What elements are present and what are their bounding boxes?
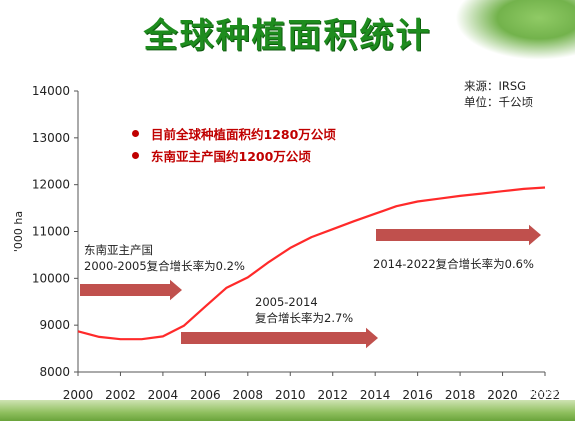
series-line <box>77 186 546 341</box>
annotation-mid: 2005-2014 复合增长率为2.7% <box>255 294 353 326</box>
bullet-dot-icon <box>132 151 139 159</box>
annotation-seasia: 东南亚主产国 2000-2005复合增长率为0.2% <box>84 242 245 274</box>
unit-line: 单位：千公顷 <box>464 95 533 109</box>
annotation-mid-years: 2005-2014 <box>255 295 318 309</box>
x-tick-label: 2014 <box>360 388 391 402</box>
x-tick-label: 2000 <box>63 388 94 402</box>
x-tick-label: 2010 <box>275 388 306 402</box>
y-tick-label: 11000 <box>32 225 70 239</box>
y-tick-label: 14000 <box>32 84 70 98</box>
annotation-late: 2014-2022复合增长率为0.6% <box>373 256 534 272</box>
y-axis-label: '000 ha <box>12 211 25 252</box>
annotation-late-rate: 2014-2022复合增长率为0.6% <box>373 257 534 271</box>
annotation-seasia-label: 东南亚主产国 <box>84 243 153 257</box>
y-tick-label: 13000 <box>32 131 70 145</box>
annotation-seasia-rate: 2000-2005复合增长率为0.2% <box>84 259 245 273</box>
x-tick-label: 2006 <box>190 388 221 402</box>
x-tick-label: 2002 <box>105 388 136 402</box>
source-note: 来源：IRSG 单位：千公顷 <box>464 78 533 110</box>
x-tick-label: 2004 <box>148 388 179 402</box>
growth-arrow-2005-2014 <box>181 327 378 349</box>
x-tick-label: 2008 <box>233 388 264 402</box>
growth-arrow-2000-2005 <box>80 279 182 301</box>
growth-arrow-2014-2022 <box>376 224 541 246</box>
source-line: 来源：IRSG <box>464 79 527 93</box>
y-tick-label: 12000 <box>32 178 70 192</box>
bullet-text: 东南亚主产国约1200万公顷 <box>151 148 311 164</box>
x-tick-label: 2012 <box>317 388 348 402</box>
grass-strip <box>0 400 575 421</box>
x-tick-label: 2020 <box>487 388 518 402</box>
annotation-mid-rate: 复合增长率为2.7% <box>255 311 354 325</box>
watermark: 橡胶投资 <box>520 386 569 400</box>
y-tick-label: 10000 <box>32 271 70 285</box>
bullet-list: 目前全球种植面积约1280万公顷 东南亚主产国约1200万公顷 <box>132 124 336 168</box>
leaf-decoration <box>455 0 575 60</box>
bullet-dot-icon <box>132 129 139 137</box>
x-tick-label: 2022 <box>530 388 561 402</box>
page-title: 全球种植面积统计 <box>143 16 432 56</box>
bullet-item: 目前全球种植面积约1280万公顷 <box>132 124 336 142</box>
y-tick-label: 8000 <box>39 365 70 379</box>
y-tick-label: 9000 <box>39 318 70 332</box>
bullet-text: 目前全球种植面积约1280万公顷 <box>151 126 336 142</box>
x-tick-label: 2016 <box>402 388 433 402</box>
x-tick-label: 2018 <box>445 388 476 402</box>
bullet-item: 东南亚主产国约1200万公顷 <box>132 146 336 164</box>
